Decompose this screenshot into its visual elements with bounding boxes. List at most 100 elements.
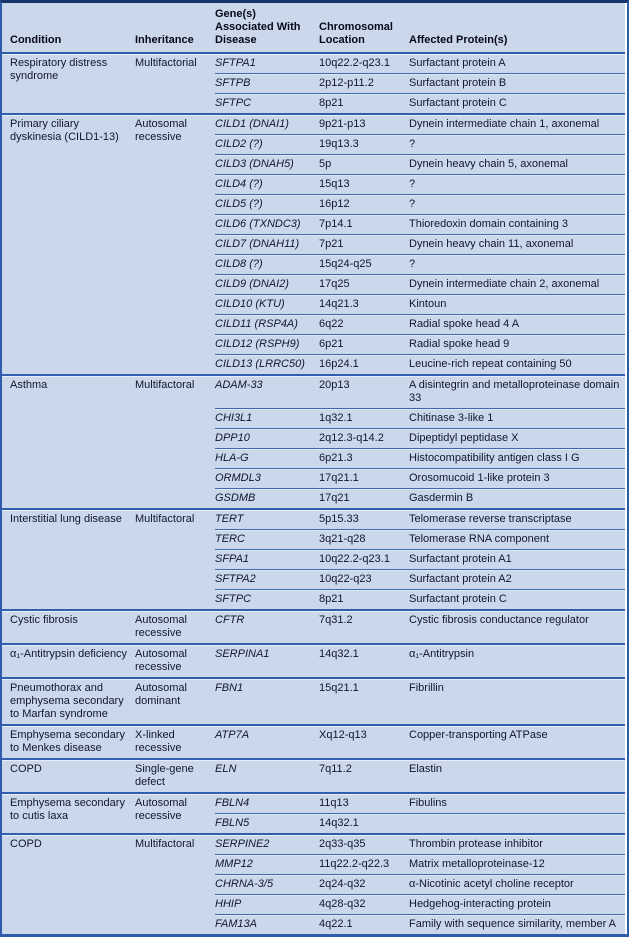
gene-row: SFTPA2 10q22-q23 Surfactant protein A2 <box>2 569 625 590</box>
protein-cell: Dynein heavy chain 5, axonemal <box>409 154 625 175</box>
gene-cell: TERC <box>215 529 319 550</box>
location-cell: 10q22.2-q23.1 <box>319 52 409 74</box>
gene-cell: HHIP <box>215 894 319 915</box>
group-row: Respiratory distress syndrome Multifactor… <box>2 52 625 114</box>
gene-row: HLA-G 6p21.3 Histocompatibility antigen cl… <box>2 448 625 469</box>
gene-row: CILD9 (DNAI2) 17q25 Dynein intermediate ch… <box>2 274 625 295</box>
condition-cell: Asthma <box>2 374 135 509</box>
gene-cell: FBLN4 <box>215 792 319 814</box>
table-body: Respiratory distress syndrome Multifactor… <box>2 52 625 934</box>
gene-row: ORMDL3 17q21.1 Orosomucoid 1-like protein … <box>2 468 625 489</box>
gene-row: CHI3L1 1q32.1 Chitinase 3-like 1 <box>2 408 625 429</box>
gene-cell: SFTPA1 <box>215 52 319 74</box>
protein-cell: ? <box>409 174 625 195</box>
gene-cell: CILD3 (DNAH5) <box>215 154 319 175</box>
inheritance-cell: Autosomal recessive <box>135 113 215 375</box>
group-row: Emphysema secondary to Menkes disease X-l… <box>2 724 625 759</box>
protein-cell: Surfactant protein A1 <box>409 549 625 570</box>
gene-cell: FAM13A <box>215 914 319 934</box>
location-cell: 7q11.2 <box>319 758 409 793</box>
group-row: Emphysema secondary to cutis laxa Autosom… <box>2 792 625 834</box>
protein-cell: Matrix metalloproteinase-12 <box>409 854 625 875</box>
protein-cell <box>409 813 625 834</box>
location-cell: 6p21 <box>319 334 409 355</box>
gene-cell: CILD11 (RSP4A) <box>215 314 319 335</box>
gene-cell: SFTPA2 <box>215 569 319 590</box>
gene-cell: MMP12 <box>215 854 319 875</box>
protein-cell: Thioredoxin domain containing 3 <box>409 214 625 235</box>
gene-cell: FBLN5 <box>215 813 319 834</box>
gene-row: CILD3 (DNAH5) 5p Dynein heavy chain 5, axo… <box>2 154 625 175</box>
gene-row: CILD7 (DNAH11) 7p21 Dynein heavy chain 11,… <box>2 234 625 255</box>
gene-row: SFTPB 2p12-p11.2 Surfactant protein B <box>2 73 625 94</box>
location-cell: 15q24-q25 <box>319 254 409 275</box>
inheritance-cell: Multifactoral <box>135 374 215 509</box>
column-header-condition: Condition <box>2 3 135 54</box>
condition-cell: Primary ciliary dyskinesia (CILD1-13) <box>2 113 135 375</box>
protein-cell: Radial spoke head 9 <box>409 334 625 355</box>
condition-cell: Respiratory distress syndrome <box>2 52 135 114</box>
condition-cell: Emphysema secondary to cutis laxa <box>2 792 135 834</box>
condition-cell: COPD <box>2 833 135 934</box>
protein-cell: Surfactant protein A <box>409 52 625 74</box>
gene-cell: CILD9 (DNAI2) <box>215 274 319 295</box>
gene-cell: CILD5 (?) <box>215 194 319 215</box>
gene-cell: CILD1 (DNAI1) <box>215 113 319 135</box>
location-cell: 17q21.1 <box>319 468 409 489</box>
protein-cell: Chitinase 3-like 1 <box>409 408 625 429</box>
inheritance-cell: X-linked recessive <box>135 724 215 759</box>
gene-cell: ORMDL3 <box>215 468 319 489</box>
group-row: Asthma Multifactoral ADAM-33 20p13 A disinte… <box>2 374 625 509</box>
gene-row: CILD10 (KTU) 14q21.3 Kintoun <box>2 294 625 315</box>
gene-cell: CILD6 (TXNDC3) <box>215 214 319 235</box>
protein-cell: α₁-Antitrypsin <box>409 643 625 678</box>
gene-cell: SERPINA1 <box>215 643 319 678</box>
location-cell: 8p21 <box>319 93 409 114</box>
location-cell: 15q21.1 <box>319 677 409 725</box>
gene-cell: CILD10 (KTU) <box>215 294 319 315</box>
gene-cell: SFTPC <box>215 93 319 114</box>
location-cell: 15q13 <box>319 174 409 195</box>
protein-cell: Dynein heavy chain 11, axonemal <box>409 234 625 255</box>
location-cell: 1q32.1 <box>319 408 409 429</box>
location-cell: 17q21 <box>319 488 409 509</box>
protein-cell: Leucine-rich repeat containing 50 <box>409 354 625 375</box>
condition-cell: Emphysema secondary to Menkes disease <box>2 724 135 759</box>
gene-cell: SFPA1 <box>215 549 319 570</box>
protein-cell: α-Nicotinic acetyl choline receptor <box>409 874 625 895</box>
gene-row: GSDMB 17q21 Gasdermin B <box>2 488 625 509</box>
gene-cell: CILD2 (?) <box>215 134 319 155</box>
location-cell: 14q21.3 <box>319 294 409 315</box>
location-cell: 17q25 <box>319 274 409 295</box>
group-row: COPD Single-gene defect ELN 7q11.2 Elastin <box>2 758 625 793</box>
location-cell: 4q28-q32 <box>319 894 409 915</box>
inheritance-cell: Multifactoral <box>135 833 215 934</box>
gene-row: CILD2 (?) 19q13.3? <box>2 134 625 155</box>
location-cell: 2q24-q32 <box>319 874 409 895</box>
gene-cell: ADAM-33 <box>215 374 319 409</box>
gene-row: CILD8 (?) 15q24-q25? <box>2 254 625 275</box>
location-cell: 2q33-q35 <box>319 833 409 855</box>
gene-cell: CILD13 (LRRC50) <box>215 354 319 375</box>
group-row: Cystic fibrosis Autosomal recessive CFTR 7q… <box>2 609 625 644</box>
column-header-inheritance: Inheritance <box>135 3 215 54</box>
protein-cell: Fibrillin <box>409 677 625 725</box>
gene-cell: CILD4 (?) <box>215 174 319 195</box>
gene-row: CILD5 (?) 16p12? <box>2 194 625 215</box>
inheritance-cell: Autosomal recessive <box>135 792 215 834</box>
location-cell: 5p15.33 <box>319 508 409 530</box>
inheritance-cell: Autosomal recessive <box>135 643 215 678</box>
condition-cell: Pneumothorax and emphysema secondary to … <box>2 677 135 725</box>
protein-cell: Dipeptidyl peptidase X <box>409 428 625 449</box>
gene-cell: CILD7 (DNAH11) <box>215 234 319 255</box>
header-row: Condition Inheritance Gene(s) Associated… <box>2 3 625 54</box>
gene-cell: ELN <box>215 758 319 793</box>
protein-cell: Copper-transporting ATPase <box>409 724 625 759</box>
protein-cell: Surfactant protein C <box>409 93 625 114</box>
gene-cell: CILD8 (?) <box>215 254 319 275</box>
protein-cell: Surfactant protein C <box>409 589 625 610</box>
location-cell: 8p21 <box>319 589 409 610</box>
condition-cell: Interstitial lung disease <box>2 508 135 610</box>
location-cell: 7p14.1 <box>319 214 409 235</box>
